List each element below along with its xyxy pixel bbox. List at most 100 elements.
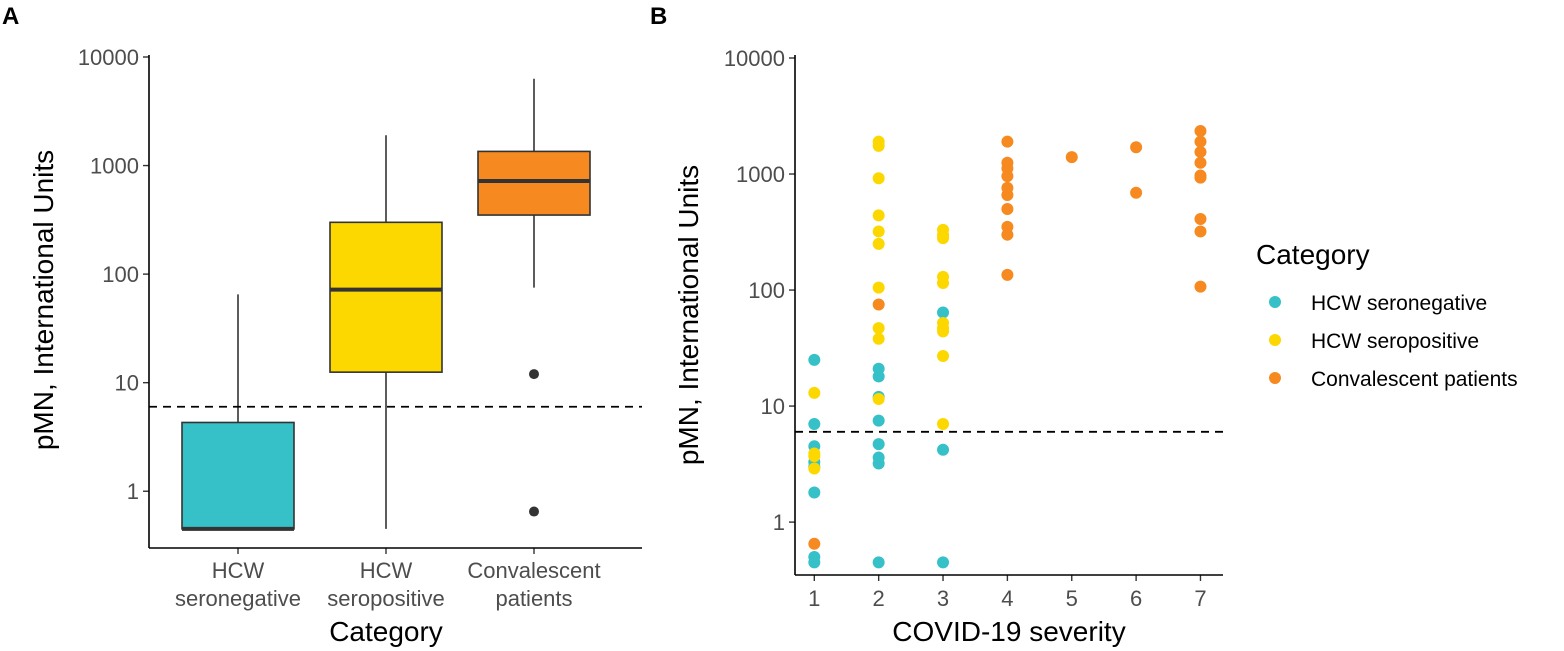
scatter-point bbox=[1194, 212, 1207, 225]
panel-b-x-tick-label: 5 bbox=[1066, 586, 1078, 611]
scatter-point bbox=[872, 393, 885, 406]
box-iqr bbox=[329, 221, 443, 373]
panel-a: A 1 10 100 1000 10000 HCW seronegative HCW serop… bbox=[2, 3, 642, 647]
scatter-point bbox=[1194, 225, 1207, 238]
scatter-point bbox=[872, 237, 885, 250]
panel-b-y-tick-label: 1 bbox=[773, 510, 785, 535]
legend: Category HCW seronegative HCW seropositiv… bbox=[1256, 239, 1518, 391]
box-1 bbox=[329, 135, 443, 529]
box-outlier bbox=[529, 506, 539, 517]
panel-b-x-tick-label: 1 bbox=[808, 586, 820, 611]
scatter-point bbox=[937, 418, 950, 431]
scatter-point bbox=[1194, 156, 1207, 169]
panel-a-y-tick-label: 10000 bbox=[78, 45, 139, 70]
legend-items: HCW seronegative HCW seropositive Convales… bbox=[1269, 292, 1518, 391]
panel-b-x-axis-title: COVID-19 severity bbox=[892, 616, 1125, 647]
scatter-point bbox=[808, 450, 821, 463]
scatter-point bbox=[1194, 280, 1207, 293]
panel-a-x-tick-label: seronegative bbox=[175, 586, 301, 611]
scatter-point bbox=[872, 281, 885, 294]
scatter-point bbox=[872, 457, 885, 470]
panel-a-x-tick-label: HCW bbox=[360, 558, 413, 583]
box-0 bbox=[181, 294, 295, 531]
panel-b-y-tick-label: 10 bbox=[761, 394, 785, 419]
scatter-point bbox=[1130, 141, 1143, 154]
scatter-point bbox=[1001, 188, 1014, 201]
panel-a-x-tick-label: seropositive bbox=[327, 586, 444, 611]
panel-b-x-tick-label: 7 bbox=[1194, 586, 1206, 611]
scatter-point bbox=[872, 139, 885, 152]
panel-a-label: A bbox=[2, 3, 19, 30]
panel-b-y-axis-title: pMN, International Units bbox=[673, 165, 704, 465]
box-iqr bbox=[477, 150, 591, 216]
legend-label: HCW seronegative bbox=[1311, 292, 1487, 315]
panel-b-x-tick-label: 3 bbox=[937, 586, 949, 611]
panel-a-x-tick-label: HCW bbox=[212, 558, 265, 583]
scatter-point bbox=[1001, 228, 1014, 241]
panel-a-y-tick-label: 100 bbox=[102, 262, 139, 287]
scatter-point bbox=[872, 298, 885, 311]
panel-b-x-tick-label: 4 bbox=[1001, 586, 1013, 611]
scatter-point bbox=[937, 277, 950, 290]
panel-b-x-tick-label: 2 bbox=[873, 586, 885, 611]
panel-b-points bbox=[795, 124, 1223, 569]
scatter-point bbox=[1194, 124, 1207, 137]
scatter-point bbox=[872, 438, 885, 451]
scatter-point bbox=[808, 486, 821, 499]
panel-a-ticks: 1 10 100 1000 10000 HCW seronegative HCW seropos… bbox=[78, 45, 601, 611]
legend-title: Category bbox=[1256, 239, 1370, 270]
panel-a-boxes bbox=[149, 78, 642, 531]
scatter-point bbox=[808, 462, 821, 475]
scatter-point bbox=[1001, 170, 1014, 183]
scatter-point bbox=[1194, 135, 1207, 148]
scatter-point bbox=[937, 306, 950, 319]
scatter-point bbox=[937, 556, 950, 569]
legend-label: Convalescent patients bbox=[1311, 368, 1518, 391]
panel-a-y-axis-title: pMN, International Units bbox=[28, 150, 59, 450]
legend-swatch bbox=[1269, 372, 1281, 384]
scatter-point bbox=[872, 414, 885, 427]
panel-a-y-tick-label: 1 bbox=[127, 479, 139, 504]
scatter-point bbox=[937, 325, 950, 338]
scatter-point bbox=[872, 556, 885, 569]
panel-a-y-tick-label: 10 bbox=[115, 371, 139, 396]
scatter-point bbox=[808, 537, 821, 550]
panel-a-y-tick-label: 1000 bbox=[90, 154, 139, 179]
panel-a-x-tick-label: patients bbox=[495, 586, 572, 611]
series-2 bbox=[808, 124, 1207, 550]
panel-b: B 1 10 100 1000 10000 1 2 3 4 5 6 7 COVID-19 severi… bbox=[650, 3, 1223, 647]
scatter-point bbox=[937, 232, 950, 245]
legend-swatch bbox=[1269, 334, 1281, 346]
scatter-point bbox=[937, 443, 950, 456]
scatter-point bbox=[1130, 186, 1143, 199]
panel-b-label: B bbox=[650, 3, 667, 30]
scatter-point bbox=[937, 350, 950, 363]
legend-label: HCW seropositive bbox=[1311, 330, 1479, 353]
scatter-point bbox=[1001, 268, 1014, 281]
panel-a-x-tick-label: Convalescent bbox=[467, 558, 600, 583]
scatter-point bbox=[872, 332, 885, 345]
box-2 bbox=[477, 78, 591, 517]
panel-b-y-tick-label: 100 bbox=[748, 278, 785, 303]
scatter-point bbox=[1194, 171, 1207, 184]
series-1 bbox=[808, 135, 950, 475]
scatter-point bbox=[808, 353, 821, 366]
box-outlier bbox=[529, 369, 539, 380]
scatter-point bbox=[872, 370, 885, 383]
scatter-point bbox=[808, 556, 821, 569]
panel-b-y-tick-label: 10000 bbox=[724, 46, 785, 71]
scatter-point bbox=[872, 225, 885, 238]
scatter-point bbox=[1065, 151, 1078, 164]
scatter-point bbox=[808, 418, 821, 431]
scatter-point bbox=[808, 386, 821, 399]
scatter-point bbox=[872, 172, 885, 185]
scatter-point bbox=[1001, 135, 1014, 148]
scatter-point bbox=[872, 322, 885, 335]
panel-b-x-tick-label: 6 bbox=[1130, 586, 1142, 611]
panel-b-y-tick-label: 1000 bbox=[736, 162, 785, 187]
scatter-point bbox=[1001, 202, 1014, 215]
panel-b-ticks: 1 10 100 1000 10000 1 2 3 4 5 6 7 bbox=[724, 46, 1207, 611]
panel-a-x-axis-title: Category bbox=[329, 616, 443, 647]
scatter-point bbox=[872, 209, 885, 222]
